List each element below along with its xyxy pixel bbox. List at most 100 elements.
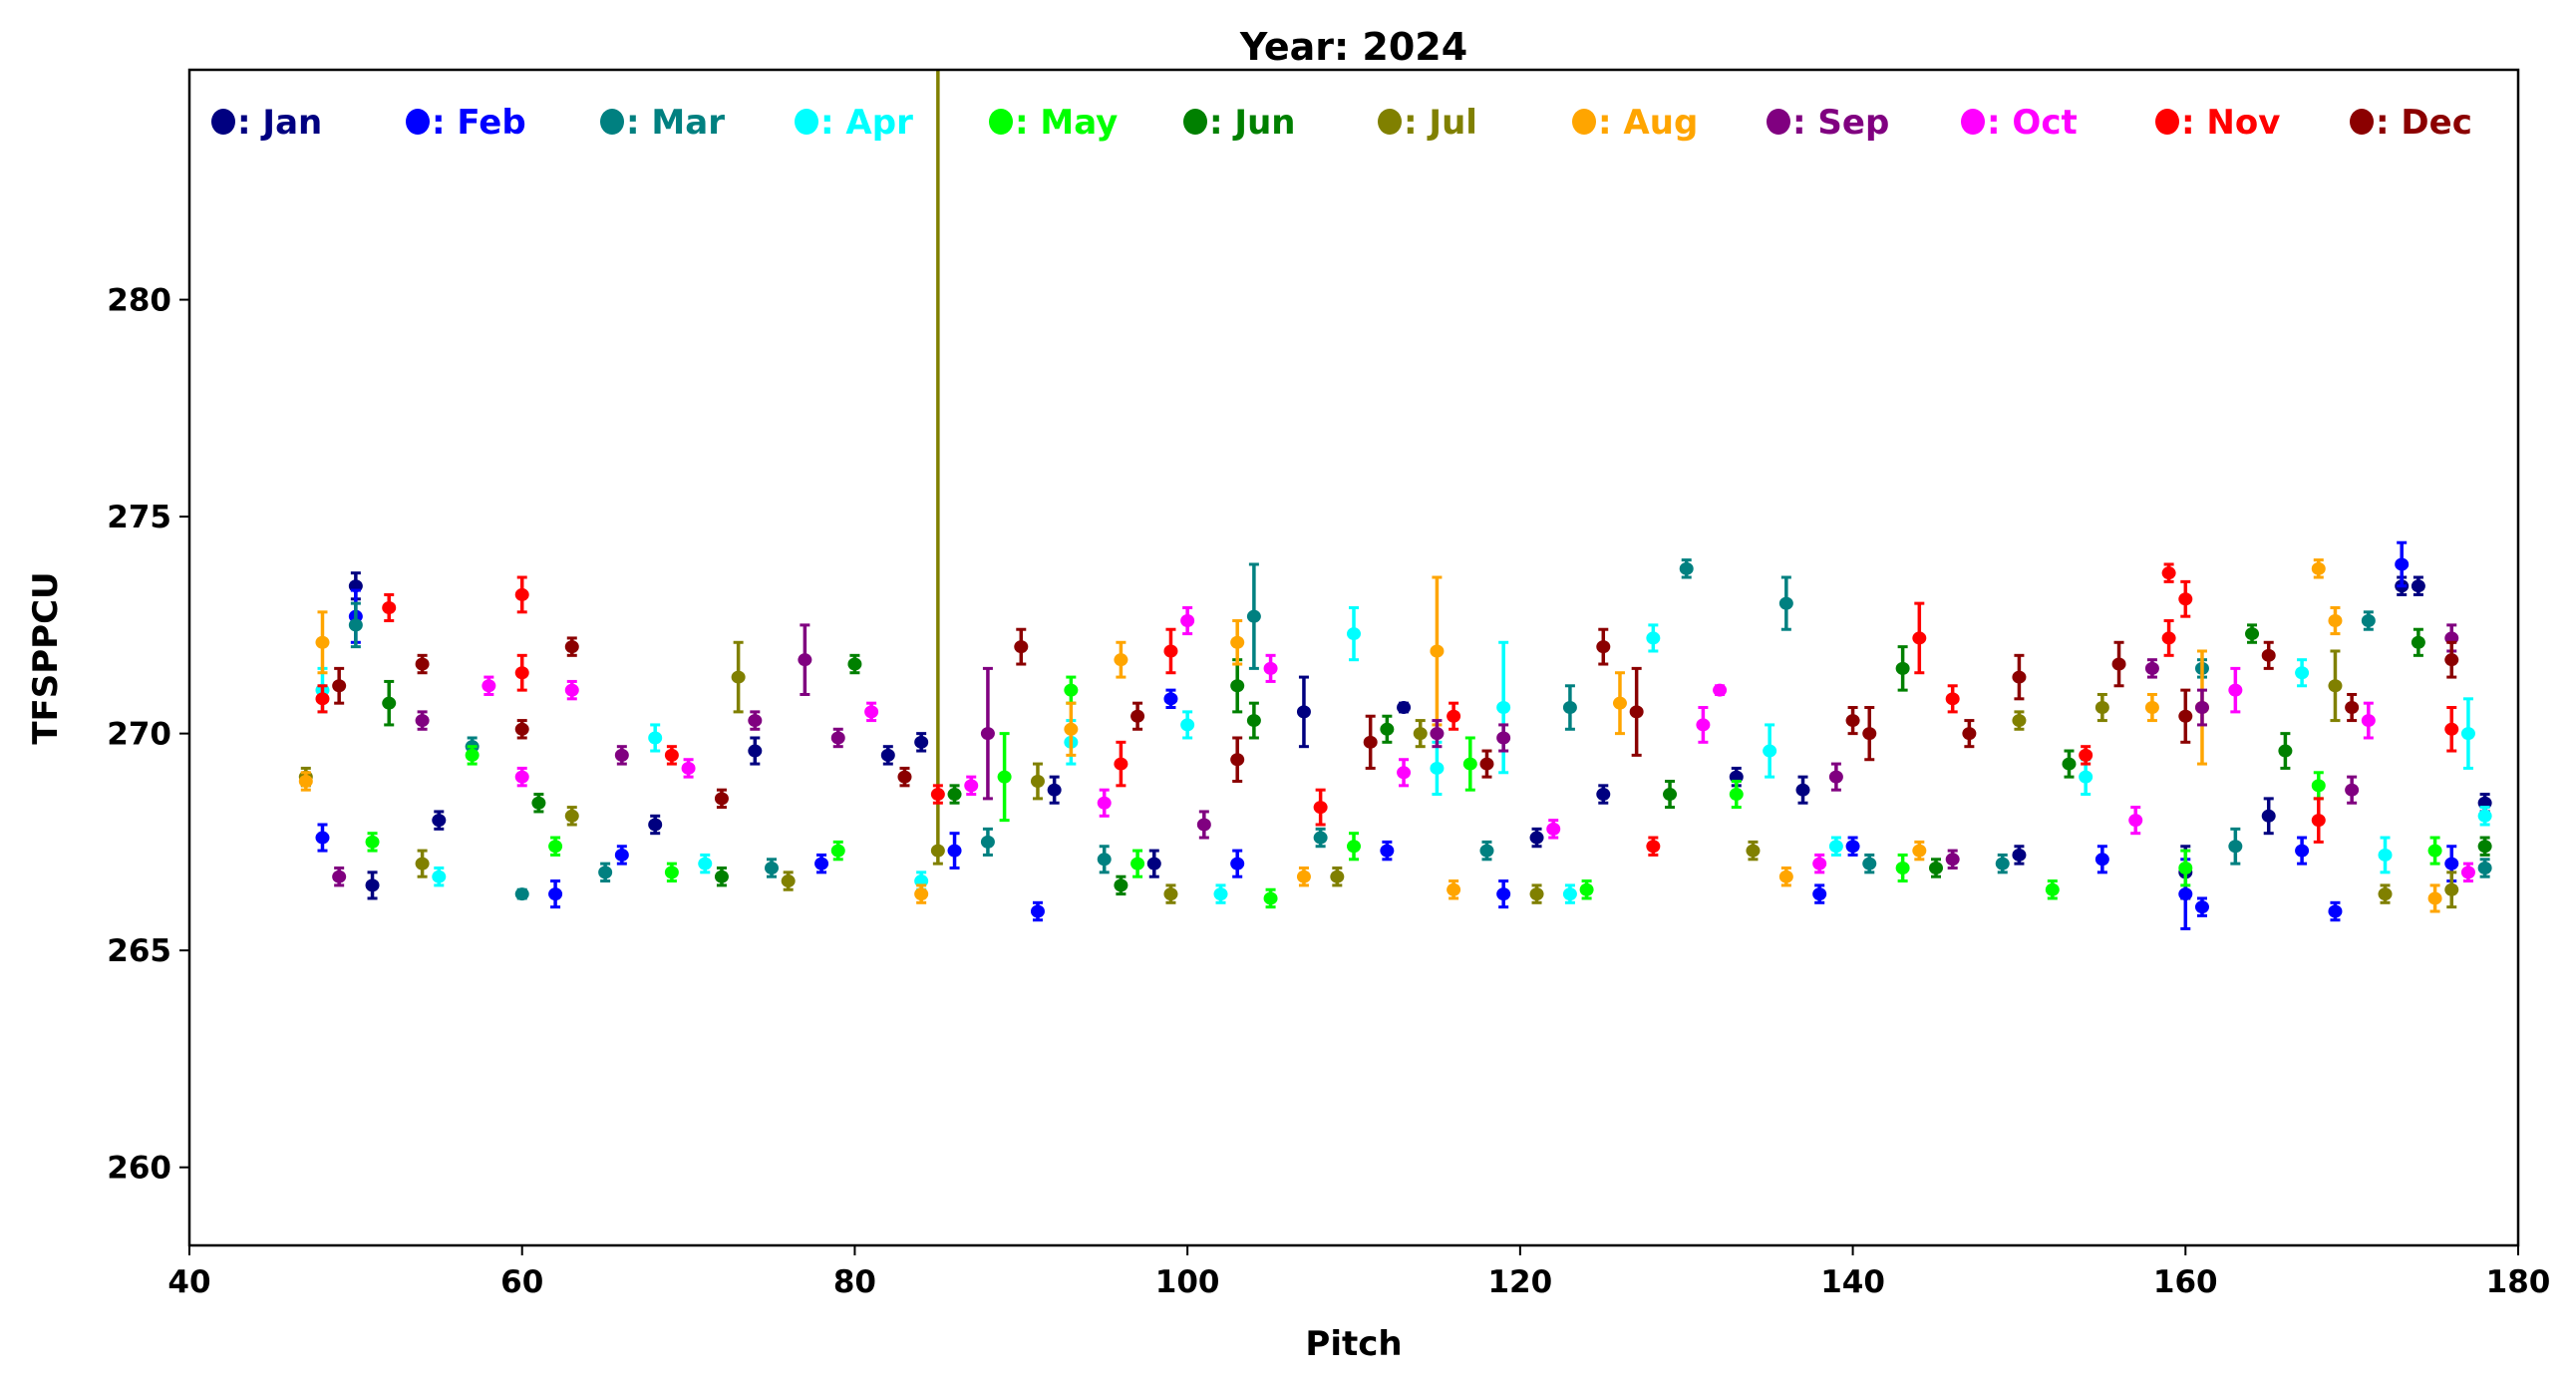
data-point: [1064, 683, 1079, 697]
data-point: [1795, 783, 1810, 797]
data-point: [1030, 904, 1045, 918]
data-point: [548, 840, 563, 854]
data-point: [1929, 862, 1943, 875]
data-point: [1347, 840, 1361, 854]
data-point: [1397, 701, 1412, 715]
legend-item-jan: : Jan: [211, 103, 322, 143]
data-point: [1812, 887, 1827, 901]
data-point: [1313, 831, 1328, 845]
data-point: [1413, 727, 1428, 741]
data-point: [1064, 722, 1079, 736]
data-point: [1912, 844, 1927, 858]
data-point: [564, 809, 579, 823]
data-point: [1163, 644, 1178, 658]
data-point: [1496, 887, 1511, 901]
legend-label: : Sep: [1792, 103, 1889, 143]
series-jul: [298, 70, 2459, 909]
y-axis: 260 265 270 275 280: [107, 283, 189, 1187]
data-point: [980, 835, 995, 849]
data-point: [2311, 561, 2326, 575]
data-point: [648, 818, 663, 832]
legend-item-sep: : Sep: [1767, 103, 1889, 143]
legend-marker: [600, 109, 624, 135]
data-point: [1895, 862, 1910, 875]
data-point: [482, 679, 496, 693]
legend-marker: [795, 109, 818, 135]
data-point: [1646, 840, 1661, 854]
x-axis: 40 60 80 100 120 140 160 180: [167, 1245, 2550, 1300]
data-point: [1663, 788, 1678, 802]
data-point: [964, 779, 979, 793]
legend-label: : Mar: [626, 103, 725, 143]
series-apr: [315, 605, 2492, 904]
data-point: [382, 696, 397, 710]
data-point: [1496, 701, 1511, 715]
data-point: [1397, 766, 1412, 780]
data-point: [1263, 891, 1278, 905]
data-point: [1629, 705, 1644, 719]
data-point: [1180, 614, 1195, 628]
data-point: [1296, 705, 1311, 719]
data-point: [1462, 757, 1477, 771]
data-point: [1047, 783, 1062, 797]
data-point: [1646, 631, 1661, 645]
data-point: [1363, 735, 1378, 749]
legend-item-jun: : Jun: [1183, 103, 1296, 143]
data-point: [897, 770, 912, 784]
data-point: [2012, 714, 2027, 728]
series-may: [365, 675, 2442, 909]
data-point: [1130, 857, 1145, 870]
data-point: [2460, 727, 2475, 741]
legend-marker: [1961, 109, 1985, 135]
y-tick-label: 275: [107, 500, 171, 535]
data-point: [2361, 614, 2376, 628]
data-point: [2094, 701, 2109, 715]
data-point: [947, 788, 962, 802]
series-mar: [348, 558, 2492, 901]
data-point: [2427, 891, 2442, 905]
data-point: [1995, 857, 2010, 870]
legend-item-may: : May: [989, 103, 1118, 143]
data-point: [1230, 753, 1245, 767]
data-point: [1812, 857, 1827, 870]
data-point: [614, 848, 629, 862]
data-point: [1447, 709, 1461, 723]
data-point: [1196, 818, 1211, 832]
data-point: [930, 788, 945, 802]
data-point: [814, 857, 829, 870]
data-point: [1114, 653, 1128, 667]
data-point: [1945, 853, 1960, 867]
data-point: [365, 878, 380, 892]
data-point: [465, 748, 480, 762]
x-axis-label: Pitch: [1305, 1324, 1402, 1364]
data-point: [2328, 679, 2343, 693]
data-point: [765, 862, 779, 875]
data-point: [714, 869, 729, 883]
data-point: [2245, 627, 2260, 641]
data-point: [1213, 887, 1228, 901]
legend-label: : Dec: [2376, 103, 2472, 143]
legend-label: : Apr: [820, 103, 913, 143]
legend-marker: [1378, 109, 1402, 135]
data-point: [830, 844, 845, 858]
data-point: [531, 796, 546, 810]
y-tick-label: 280: [107, 283, 171, 319]
plot-frame: [187, 68, 2520, 1247]
series-oct: [482, 605, 2475, 883]
data-point: [2328, 904, 2343, 918]
data-point: [2444, 722, 2459, 736]
data-point: [1562, 701, 1577, 715]
legend-label: : Jul: [1404, 103, 1477, 143]
data-point: [2045, 882, 2060, 896]
data-point: [365, 835, 380, 849]
data-point: [1430, 727, 1445, 741]
data-point: [514, 887, 529, 901]
data-point: [415, 714, 430, 728]
legend-label: : May: [1015, 103, 1118, 143]
legend-label: : Oct: [1987, 103, 2078, 143]
x-tick-label: 60: [500, 1264, 543, 1300]
legend-item-mar: : Mar: [600, 103, 725, 143]
data-point: [1114, 757, 1128, 771]
legend-marker: [2155, 109, 2179, 135]
data-point: [1778, 596, 1793, 610]
